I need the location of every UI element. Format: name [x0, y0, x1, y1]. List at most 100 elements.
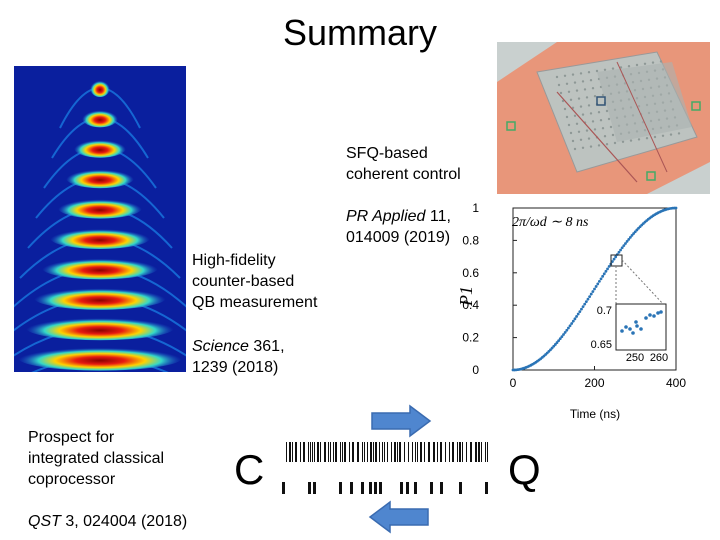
- measurement-caption-line2: counter-based: [192, 273, 295, 290]
- control-pulse: [303, 442, 305, 462]
- rabi-point: [563, 331, 567, 334]
- control-pulse: [452, 442, 454, 462]
- rabi-point: [560, 335, 564, 339]
- readout-pulse: [440, 482, 443, 494]
- coprocessor-caption-line3: coprocessor: [28, 471, 116, 488]
- zoom-point: [656, 311, 660, 315]
- rabi-point: [568, 324, 572, 328]
- chip-via: [589, 145, 593, 148]
- rabi-point: [565, 328, 569, 332]
- control-pulse: [373, 442, 374, 462]
- sfq-chip-micrograph: [497, 42, 710, 194]
- rabi-point: [573, 317, 577, 321]
- control-pulse: [449, 442, 450, 462]
- x-axis-label: Time (ns): [570, 407, 620, 421]
- control-pulse: [362, 442, 363, 462]
- rabi-point: [617, 250, 621, 254]
- coproc-ref-journal: QST: [28, 513, 61, 530]
- chip-via: [587, 104, 591, 107]
- rabi-oscillation-plot: P1 0 0.2 0.4 0.6 0.8 1 0 200 400 Time (ns) 2π/ω…: [456, 201, 686, 421]
- coprocessor-caption-line2: integrated classical: [28, 450, 165, 467]
- control-pulse: [470, 442, 472, 462]
- sfq-caption-line1: SFQ-based: [346, 145, 428, 162]
- chip-via: [559, 91, 563, 95]
- period-formula: 2π/ωd ∼ 8 ns: [512, 215, 589, 230]
- control-pulse: [475, 442, 477, 462]
- zoom-point: [634, 320, 638, 324]
- control-pulse: [487, 442, 488, 462]
- measurement-reference: Science 361, 1239 (2018): [192, 336, 285, 378]
- readout-pulse: [485, 482, 488, 494]
- rabi-point: [596, 282, 600, 286]
- rabi-point: [588, 295, 592, 299]
- rabi-point: [674, 206, 678, 210]
- control-pulse: [308, 442, 309, 462]
- rabi-point: [604, 269, 608, 273]
- rabi-point: [597, 279, 601, 283]
- rabi-point: [607, 265, 611, 268]
- rabi-point: [622, 244, 626, 247]
- control-pulse: [428, 442, 430, 462]
- chip-via: [587, 71, 591, 74]
- chevron-lobe: [74, 138, 126, 158]
- rabi-point: [628, 235, 632, 239]
- chip-via: [573, 81, 577, 84]
- rabi-point: [586, 297, 590, 301]
- control-pulse: [286, 442, 287, 462]
- chevron-lobe: [58, 197, 142, 219]
- control-pulse: [384, 442, 385, 462]
- control-pulse: [437, 442, 438, 462]
- control-pulse: [433, 442, 435, 462]
- control-pulse: [375, 442, 377, 462]
- readout-pulse: [313, 482, 316, 494]
- chip-via: [603, 68, 607, 71]
- control-pulse: [335, 442, 337, 462]
- control-pulse: [342, 442, 343, 462]
- control-pulse: [382, 442, 383, 462]
- chip-via: [569, 131, 573, 135]
- chip-via: [565, 115, 569, 119]
- chip-via: [677, 132, 681, 135]
- chip-via: [573, 147, 577, 151]
- chip-via: [571, 139, 575, 143]
- rabi-point: [589, 292, 593, 296]
- chip-via: [591, 87, 595, 90]
- control-pulse: [387, 442, 388, 462]
- control-pulse: [420, 442, 422, 462]
- control-pulse: [478, 442, 480, 462]
- control-pulse: [340, 442, 341, 462]
- classical-label: C: [234, 446, 265, 493]
- zoom-inset: [615, 303, 667, 351]
- zoom-point: [652, 314, 656, 318]
- control-pulse: [357, 442, 359, 462]
- chip-via: [561, 99, 565, 103]
- measure-ref-line2: 1239 (2018): [192, 359, 279, 376]
- rabi-point: [562, 333, 565, 336]
- chip-via: [579, 72, 583, 75]
- rabi-point: [625, 239, 629, 243]
- control-pulse: [408, 442, 409, 462]
- control-pulse: [367, 442, 368, 462]
- chip-via: [571, 73, 575, 76]
- chip-via: [593, 128, 597, 131]
- readout-pulse: [350, 482, 353, 494]
- measurement-caption-line3: QB measurement: [192, 294, 318, 311]
- chevron-lobe: [34, 286, 166, 310]
- readout-pulse: [430, 482, 433, 494]
- rabi-point: [620, 246, 624, 250]
- zoom-x-tick-right: 260: [650, 352, 668, 364]
- control-pulse: [300, 442, 301, 462]
- rabi-point: [571, 319, 575, 323]
- zoom-y-tick-low: 0.65: [591, 339, 612, 351]
- control-pulse: [424, 442, 425, 462]
- zoom-point: [659, 310, 663, 314]
- zoom-point: [628, 327, 632, 331]
- coprocessor-reference: QST 3, 024004 (2018): [28, 511, 187, 532]
- chip-via: [567, 123, 571, 127]
- chip-via: [621, 140, 625, 143]
- rabi-point: [594, 285, 598, 288]
- chevron-lobe: [26, 315, 174, 341]
- chip-via: [585, 96, 589, 99]
- rabi-point: [550, 346, 554, 350]
- chip-via: [593, 95, 597, 98]
